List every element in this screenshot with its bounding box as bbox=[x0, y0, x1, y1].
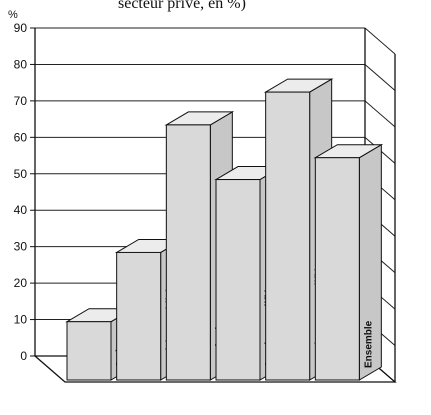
y-tick-label: 40 bbox=[14, 203, 28, 217]
bar-front-face bbox=[314, 157, 360, 381]
y-tick-label: 0 bbox=[20, 349, 27, 363]
y-tick-label: 30 bbox=[14, 240, 28, 254]
y-tick-label: 10 bbox=[14, 313, 28, 327]
side-gridline bbox=[364, 64, 396, 91]
bar-front-face bbox=[66, 321, 112, 381]
y-tick-label: 90 bbox=[14, 21, 28, 35]
bar-front-face bbox=[165, 124, 211, 381]
side-gridline bbox=[364, 100, 396, 128]
y-tick-label: 70 bbox=[14, 94, 28, 108]
bar-front-face bbox=[116, 251, 162, 381]
chart-title: secteur privé, en %) bbox=[118, 0, 246, 12]
y-axis-unit: % bbox=[8, 9, 18, 21]
bar: Ensemble bbox=[313, 143, 384, 381]
y-tick-label: 50 bbox=[14, 167, 28, 181]
y-tick-label: 20 bbox=[14, 276, 28, 290]
bar-category-label: Ensemble bbox=[363, 320, 374, 368]
bars-layer: Cadres sup.Prof. intermédiairesEmployésO… bbox=[65, 78, 384, 381]
side-gridline bbox=[364, 27, 396, 55]
bar-front-face bbox=[215, 179, 261, 381]
bar-front-face bbox=[265, 91, 311, 381]
y-tick-label: 60 bbox=[14, 130, 28, 144]
y-tick-label: 80 bbox=[14, 57, 28, 71]
